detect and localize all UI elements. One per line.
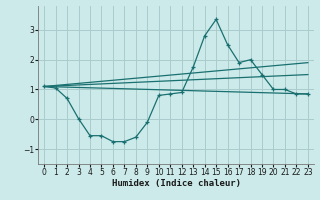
X-axis label: Humidex (Indice chaleur): Humidex (Indice chaleur) — [111, 179, 241, 188]
